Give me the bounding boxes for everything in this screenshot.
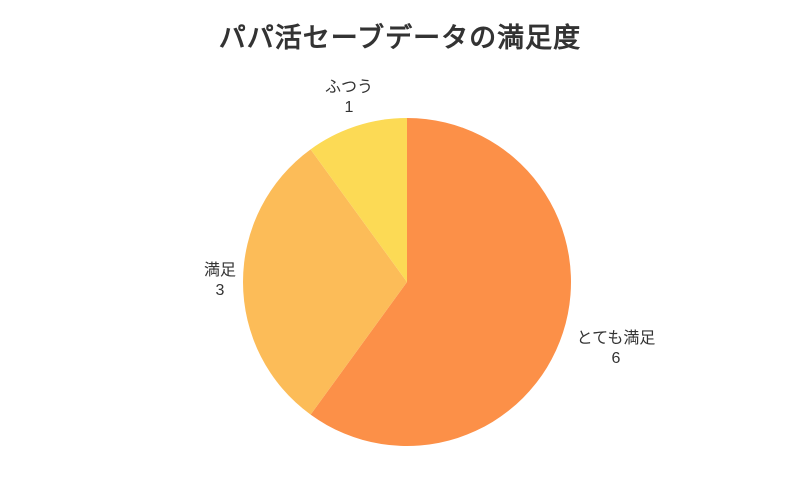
- slice-label-text: とても満足: [576, 330, 656, 347]
- slice-label-satisfied: 満足 3: [204, 261, 236, 301]
- slice-label-normal: ふつう 1: [325, 78, 373, 118]
- chart-title: パパ活セーブデータの満足度: [218, 23, 582, 53]
- slice-label-value: 3: [215, 282, 225, 299]
- slice-label-text: ふつう: [324, 79, 374, 96]
- slice-label-value: 6: [611, 350, 621, 367]
- pie-slice-very-satisfied: [310, 118, 571, 447]
- pie-slice-normal: [310, 118, 407, 282]
- slice-label-value: 1: [344, 99, 354, 116]
- pie-slice-satisfied: [242, 149, 407, 415]
- slice-label-text: 満足: [203, 262, 237, 279]
- slice-label-very-satisfied: とても満足 6: [577, 329, 656, 369]
